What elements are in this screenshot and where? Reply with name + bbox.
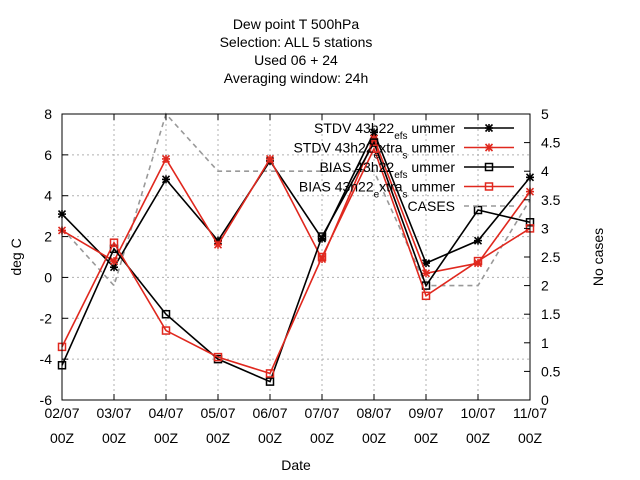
y-tick-label: 4 <box>44 188 52 204</box>
data-point <box>369 128 379 137</box>
x-tick-label: 00Z <box>362 430 387 446</box>
data-point <box>109 257 119 266</box>
data-point <box>265 377 275 386</box>
legend-marker <box>484 182 494 191</box>
x-tick-label: 08/07 <box>356 405 391 421</box>
x-tick-label: 00Z <box>102 430 127 446</box>
y2-tick-label: 1.5 <box>541 306 561 322</box>
y2-axis-label: No cases <box>590 228 606 286</box>
x-axis-label: Date <box>281 457 311 473</box>
x-tick-label: 09/07 <box>408 405 443 421</box>
data-point <box>265 154 275 164</box>
x-tick-label: 00Z <box>50 430 75 446</box>
y2-tick-label: 3.5 <box>541 192 561 208</box>
legend-marker <box>484 162 494 172</box>
data-point <box>161 326 171 335</box>
data-point <box>473 256 483 266</box>
series-line <box>61 136 531 275</box>
x-tick-label: 00Z <box>206 430 231 446</box>
y2-tick-label: 0.5 <box>541 363 561 379</box>
y2-tick-label: 4 <box>541 163 549 179</box>
x-tick-label: 11/07 <box>513 405 547 421</box>
data-point <box>161 154 171 164</box>
x-tick-label: 06/07 <box>252 405 287 421</box>
y2-tick-label: 5 <box>541 106 549 122</box>
x-tick-label: 10/07 <box>460 405 495 421</box>
data-point <box>473 236 483 245</box>
data-point <box>317 252 327 262</box>
grid <box>62 114 530 400</box>
legend-marker <box>484 143 494 152</box>
series-3 <box>57 144 535 378</box>
y2-tick-label: 0 <box>541 392 549 408</box>
y2-tick-label: 2.5 <box>541 249 561 265</box>
title-line: Selection: ALL 5 stations <box>220 34 373 50</box>
y-tick-label: 0 <box>44 269 52 285</box>
data-point <box>369 144 379 153</box>
legend-marker <box>484 123 494 133</box>
data-point <box>109 238 119 247</box>
y2-tick-label: 1 <box>541 335 549 351</box>
data-point <box>213 352 223 362</box>
data-point <box>317 232 327 241</box>
y-tick-label: 8 <box>44 106 52 122</box>
plot-frame <box>61 113 531 401</box>
x-tick-label: 05/07 <box>200 405 235 421</box>
x-tick-label: 00Z <box>258 430 283 446</box>
data-point <box>421 291 431 301</box>
series-4 <box>61 112 531 288</box>
legend-entry-label: STDV 43h22extras ummer <box>293 140 455 162</box>
series-line <box>61 130 531 269</box>
x-tick-label: 00Z <box>154 430 179 446</box>
series-2 <box>57 138 535 386</box>
x-tick-label: 00Z <box>518 430 543 446</box>
data-point <box>369 138 379 147</box>
data-point <box>161 309 171 319</box>
data-point <box>161 175 171 184</box>
y-tick-label: -2 <box>40 310 53 326</box>
legend-entry-label: BIAS 43h22efs ummer <box>319 159 455 181</box>
y-tick-label: -4 <box>40 351 53 367</box>
title-line: Dew point T 500hPa <box>233 16 360 32</box>
series-line <box>61 140 531 383</box>
series-line <box>61 146 531 375</box>
series-1 <box>57 134 535 278</box>
y-tick-label: 6 <box>44 147 52 163</box>
y2-tick-label: 2 <box>541 278 549 294</box>
data-point <box>109 263 119 272</box>
axes: 02/07 00Z 03/07 00Z 04/07 00Z 05/07 00Z 06/07 00Z… <box>40 106 561 446</box>
x-tick-label: 02/07 <box>44 405 79 421</box>
data-point <box>421 269 431 278</box>
title-line: Averaging window: 24h <box>224 70 369 86</box>
y2-tick-label: 4.5 <box>541 135 561 151</box>
y-axis-label: deg C <box>8 238 24 275</box>
chart-title: Dew point T 500hPa Selection: ALL 5 stati… <box>220 16 373 86</box>
data-point <box>213 240 223 249</box>
series-line <box>61 112 531 288</box>
x-tick-label: 00Z <box>414 430 439 446</box>
x-tick-label: 03/07 <box>96 405 131 421</box>
x-tick-label: 00Z <box>310 430 335 446</box>
legend-entry-label: BIAS 43h22extras ummer <box>299 179 455 201</box>
title-line: Used 06 + 24 <box>254 52 338 68</box>
data-point <box>265 369 275 378</box>
y-tick-label: -6 <box>40 392 53 408</box>
x-tick-label: 04/07 <box>148 405 183 421</box>
series-layer <box>57 112 535 386</box>
legend-entry-label: CASES <box>408 198 455 214</box>
x-tick-label: 07/07 <box>304 405 339 421</box>
x-tick-label: 00Z <box>466 430 491 446</box>
y2-tick-label: 3 <box>541 220 549 236</box>
y-tick-label: 2 <box>44 229 52 245</box>
legend-entry-label: STDV 43h22efs ummer <box>314 120 455 142</box>
